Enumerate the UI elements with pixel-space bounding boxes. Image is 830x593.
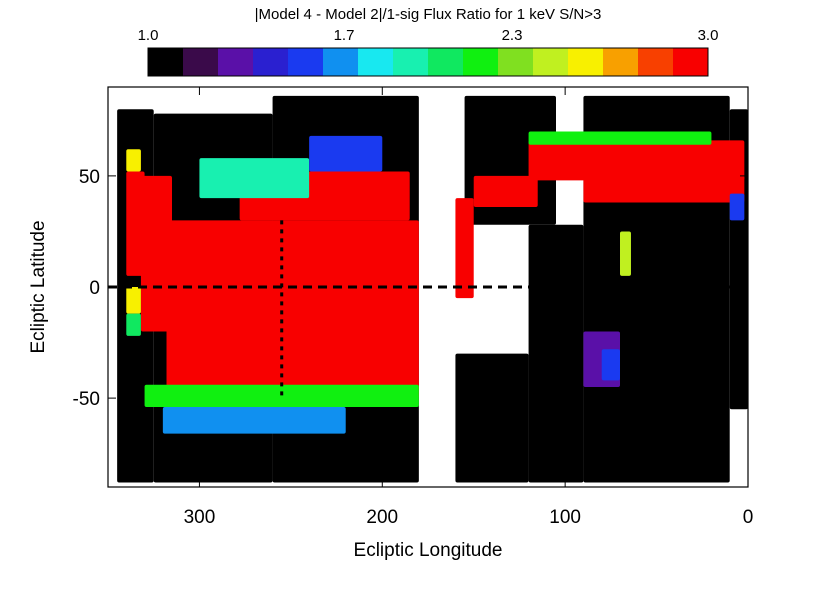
heatmap-cell [528, 224, 584, 483]
y-axis-ticks: 50 0 -50 [73, 167, 748, 410]
colorbar-swatch [603, 48, 639, 76]
colorbar-swatch [638, 48, 674, 76]
colorbar-swatch [358, 48, 394, 76]
heatmap-cell [162, 407, 346, 434]
heatmap-cell [199, 158, 310, 199]
heatmap-cell [528, 131, 712, 145]
colorbar-swatch [253, 48, 289, 76]
y-tick-label: -50 [73, 389, 100, 410]
colorbar-tick-label: 1.7 [334, 27, 355, 44]
colorbar-frame [147, 47, 709, 77]
heatmap-cell [166, 220, 419, 399]
colorbar-tick-labels: 1.0 1.7 2.3 3.0 [138, 27, 719, 44]
heatmap-cells [117, 95, 748, 483]
y-axis-label: Ecliptic Latitude [28, 220, 49, 353]
colorbar-tick-label: 2.3 [502, 27, 523, 44]
colorbar-tick-label: 3.0 [698, 27, 719, 44]
colorbar-swatch [673, 48, 709, 76]
heatmap-cell [126, 149, 141, 172]
colorbar [147, 47, 709, 77]
colorbar-swatch [428, 48, 464, 76]
heatmap-cell [126, 313, 141, 336]
colorbar-tick-label: 1.0 [138, 27, 159, 44]
y-tick-label: 50 [79, 167, 100, 188]
heatmap-cell [601, 349, 620, 381]
colorbar-swatch [393, 48, 429, 76]
colorbar-swatch [498, 48, 534, 76]
heatmap-cell [455, 353, 529, 483]
heatmap-cell [144, 384, 419, 407]
reference-lines [108, 220, 748, 399]
heatmap-cell [473, 175, 538, 207]
chart-title: |Model 4 - Model 2|/1-sig Flux Ratio for… [255, 6, 602, 23]
colorbar-swatch [568, 48, 604, 76]
x-tick-label: 100 [549, 507, 581, 528]
x-tick-label: 300 [184, 507, 216, 528]
x-axis-ticks: 300 200 100 0 [184, 87, 754, 528]
colorbar-swatch [463, 48, 499, 76]
heatmap-cell [309, 135, 383, 172]
heatmap-cell [583, 175, 745, 203]
heatmap-cell [528, 140, 745, 181]
colorbar-swatch [148, 48, 184, 76]
heatmap-cell [126, 171, 145, 276]
colorbar-swatch [218, 48, 254, 76]
heatmap-cell [126, 287, 141, 314]
colorbar-swatch [323, 48, 359, 76]
colorbar-swatch [183, 48, 219, 76]
colorbar-swatch [288, 48, 324, 76]
heatmap-cell [729, 193, 745, 221]
x-axis-label: Ecliptic Longitude [354, 540, 503, 561]
x-tick-label: 200 [366, 507, 398, 528]
colorbar-swatch [533, 48, 569, 76]
heatmap-cell [455, 198, 474, 299]
y-tick-label: 0 [89, 278, 100, 299]
x-tick-label: 0 [743, 507, 754, 528]
heatmap-cell [140, 175, 172, 332]
heatmap-cell [620, 231, 631, 276]
